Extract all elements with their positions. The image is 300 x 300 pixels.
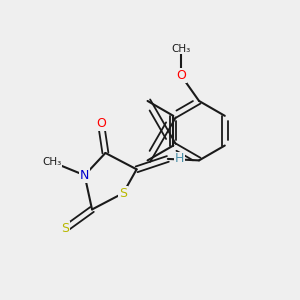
Text: N: N [80,169,89,182]
Text: CH₃: CH₃ [172,44,191,54]
Text: H: H [174,152,184,165]
Text: O: O [176,69,186,82]
Text: CH₃: CH₃ [42,157,62,167]
Text: S: S [61,222,69,235]
Text: S: S [119,187,127,200]
Text: O: O [96,117,106,130]
